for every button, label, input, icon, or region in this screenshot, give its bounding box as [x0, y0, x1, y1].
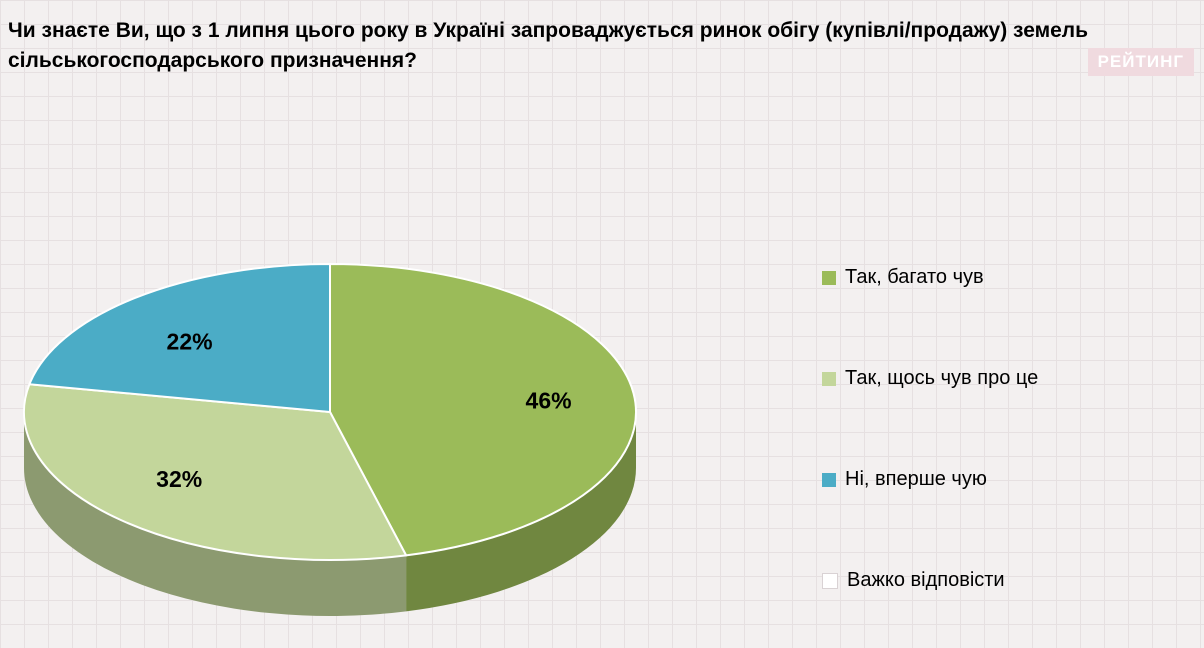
pie-chart: 46% 32% 22%: [23, 263, 637, 616]
legend-swatch: [822, 371, 836, 386]
chart-title: Чи знаєте Ви, що з 1 липня цього року в …: [8, 19, 1089, 72]
pie-slice-depth: [406, 412, 636, 612]
pie-slice-depth: [24, 412, 407, 616]
legend-item: Так, багато чув: [822, 266, 1038, 289]
legend-swatch: [822, 472, 836, 487]
legend-label: Так, багато чув: [845, 266, 984, 288]
chart-legend: Так, багато чув Так, щось чув про це Ні, в…: [822, 266, 1038, 592]
pie-slice: [329, 263, 637, 557]
rating-logo: РЕЙТИНГ: [1087, 48, 1194, 76]
legend-label: Важко відповісти: [847, 569, 1005, 591]
pie-slice: [28, 263, 331, 413]
legend-item: Так, щось чув про це: [822, 367, 1038, 390]
legend-swatch: [822, 270, 836, 285]
pie-slice-value-label: 32%: [156, 466, 202, 492]
legend-item: Важко відповісти: [822, 569, 1038, 592]
legend-swatch: [822, 572, 838, 589]
pie-slice: [23, 383, 408, 561]
legend-label: Так, щось чув про це: [845, 367, 1039, 389]
pie-slice-value-label: 46%: [526, 387, 572, 413]
pie-slice-value-label: 22%: [167, 328, 213, 354]
legend-label: Ні, вперше чую: [845, 468, 987, 490]
legend-item: Ні, вперше чую: [822, 468, 1038, 491]
